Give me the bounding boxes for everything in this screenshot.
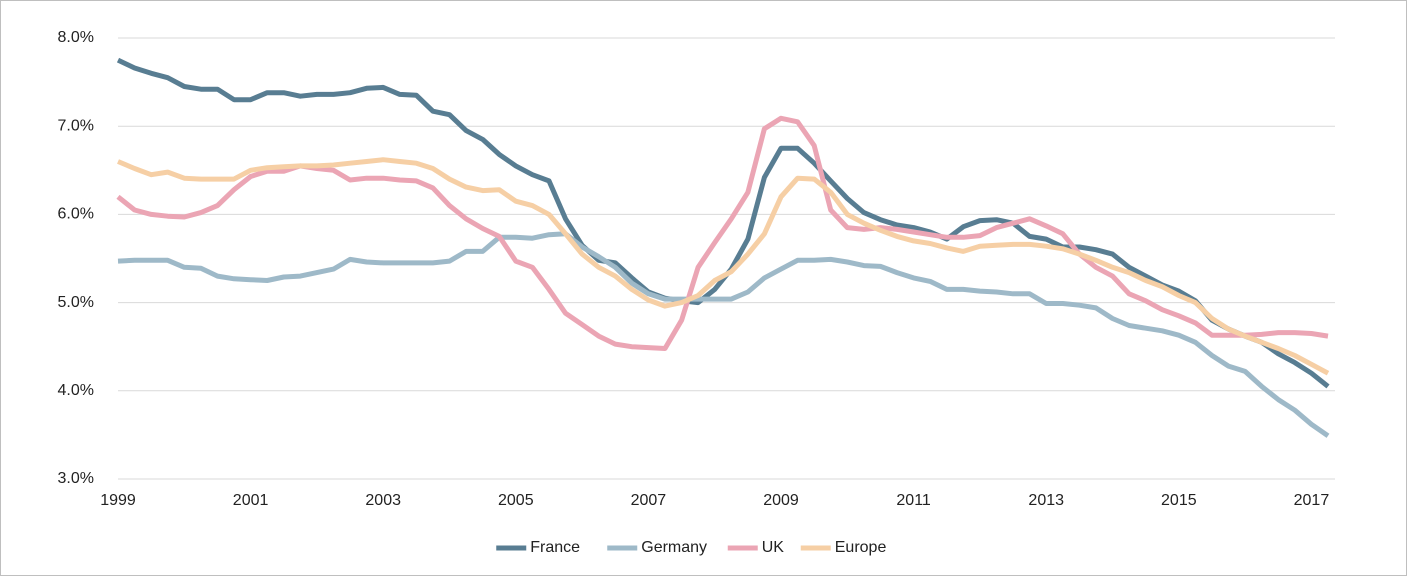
legend-label: Germany	[641, 539, 707, 556]
x-tick-label: 2005	[498, 492, 534, 509]
x-tick-label: 2011	[896, 492, 931, 509]
y-tick-label: 4.0%	[58, 382, 94, 399]
series-line	[116, 57, 1330, 389]
x-tick-label: 2015	[1161, 492, 1197, 509]
y-tick-label: 3.0%	[58, 470, 94, 487]
x-tick-label: 2013	[1028, 492, 1064, 509]
x-tick-label: 2017	[1294, 492, 1330, 509]
x-tick-label: 2009	[763, 492, 799, 509]
x-tick-label: 2001	[233, 492, 269, 509]
legend-label: Europe	[835, 539, 887, 556]
y-tick-label: 8.0%	[58, 29, 94, 46]
series-line	[117, 231, 1330, 438]
series-line	[116, 115, 1329, 351]
x-tick-label: 2003	[365, 492, 401, 509]
x-tick-label: 2007	[631, 492, 667, 509]
y-tick-label: 5.0%	[58, 294, 94, 311]
y-tick-label: 6.0%	[58, 206, 94, 223]
legend-label: France	[530, 539, 580, 556]
series-line	[117, 157, 1330, 376]
legend-label: UK	[762, 539, 785, 556]
y-tick-label: 7.0%	[58, 117, 94, 134]
x-tick-label: 1999	[100, 492, 136, 509]
